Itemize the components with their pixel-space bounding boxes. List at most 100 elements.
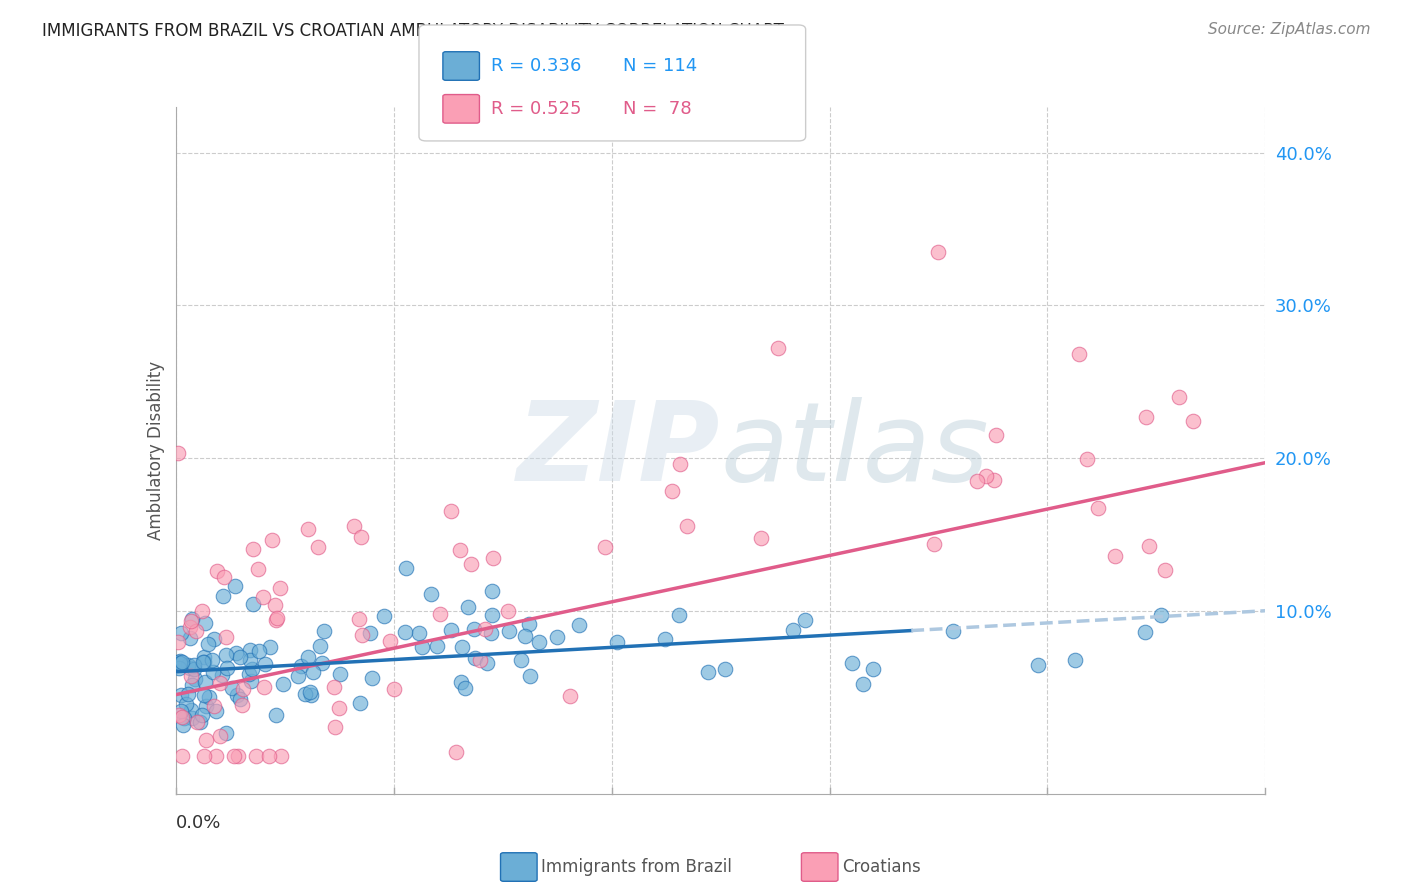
Point <box>266 611 288 625</box>
Point <box>768 341 790 355</box>
Point <box>167 708 190 723</box>
Point <box>519 669 541 683</box>
Point <box>273 676 295 690</box>
Point <box>408 626 430 640</box>
Point <box>498 604 520 618</box>
Point <box>190 707 212 722</box>
Point <box>188 715 211 730</box>
Point <box>669 457 692 471</box>
Point <box>841 656 863 670</box>
Point <box>463 622 485 636</box>
Point <box>343 519 366 533</box>
Point <box>411 640 433 654</box>
Point <box>297 522 319 536</box>
Point <box>352 628 374 642</box>
Point <box>180 703 202 717</box>
Point <box>193 655 215 669</box>
Point <box>183 662 205 676</box>
Point <box>1137 539 1160 553</box>
Point <box>195 698 218 713</box>
Point <box>309 639 332 653</box>
Point <box>252 591 274 605</box>
Point <box>460 557 482 571</box>
Point <box>794 613 817 627</box>
Point <box>208 675 231 690</box>
Point <box>270 748 292 763</box>
Point <box>215 630 238 644</box>
Point <box>170 710 193 724</box>
Point <box>239 673 262 688</box>
Point <box>394 624 416 639</box>
Text: Source: ZipAtlas.com: Source: ZipAtlas.com <box>1208 22 1371 37</box>
Point <box>169 688 191 702</box>
Point <box>481 551 503 566</box>
Point <box>205 704 228 718</box>
Point <box>1067 347 1090 361</box>
Point <box>454 681 477 696</box>
Point <box>211 667 233 681</box>
Y-axis label: Ambulatory Disability: Ambulatory Disability <box>146 361 165 540</box>
Point <box>263 598 285 612</box>
Point <box>312 624 335 639</box>
Point <box>1153 563 1175 577</box>
Point <box>714 662 737 676</box>
Point <box>426 639 449 653</box>
Point <box>186 714 208 729</box>
Point <box>297 649 319 664</box>
Point <box>253 657 276 672</box>
Point <box>749 531 772 545</box>
Point <box>176 698 198 712</box>
Text: N =  78: N = 78 <box>623 100 692 118</box>
Point <box>205 565 228 579</box>
Point <box>568 618 591 632</box>
Point <box>927 245 949 260</box>
Text: atlas: atlas <box>721 397 990 504</box>
Point <box>1064 653 1087 667</box>
Point <box>464 650 486 665</box>
Point <box>429 607 451 621</box>
Point <box>215 661 238 675</box>
Point <box>311 657 333 671</box>
Point <box>202 632 225 646</box>
Point <box>329 666 352 681</box>
Point <box>328 700 350 714</box>
Point <box>325 720 347 734</box>
Point <box>498 624 520 638</box>
Point <box>668 607 690 622</box>
Text: R = 0.525: R = 0.525 <box>491 100 581 118</box>
Point <box>517 617 540 632</box>
Point <box>509 653 531 667</box>
Point <box>1135 410 1157 425</box>
Point <box>197 637 219 651</box>
Point <box>269 581 291 595</box>
Point <box>224 579 246 593</box>
Point <box>194 732 217 747</box>
Point <box>451 640 474 654</box>
Point <box>290 658 312 673</box>
Point <box>1150 607 1173 622</box>
Point <box>194 615 217 630</box>
Point <box>361 671 384 685</box>
Point <box>654 632 676 646</box>
Point <box>481 626 503 640</box>
Point <box>696 665 718 679</box>
Point <box>323 680 346 694</box>
Point <box>202 665 225 680</box>
Text: IMMIGRANTS FROM BRAZIL VS CROATIAN AMBULATORY DISABILITY CORRELATION CHART: IMMIGRANTS FROM BRAZIL VS CROATIAN AMBUL… <box>42 22 785 40</box>
Point <box>527 635 550 649</box>
Text: R = 0.336: R = 0.336 <box>491 57 581 75</box>
Point <box>169 656 191 670</box>
Point <box>307 540 329 554</box>
Point <box>661 484 683 499</box>
Point <box>301 665 323 680</box>
Point <box>299 684 322 698</box>
Point <box>181 711 204 725</box>
Point <box>440 623 463 637</box>
Point <box>226 748 249 763</box>
Point <box>378 634 401 648</box>
Point <box>242 597 264 611</box>
Point <box>201 653 224 667</box>
Point <box>180 614 202 628</box>
Point <box>1026 658 1049 673</box>
Point <box>177 687 200 701</box>
